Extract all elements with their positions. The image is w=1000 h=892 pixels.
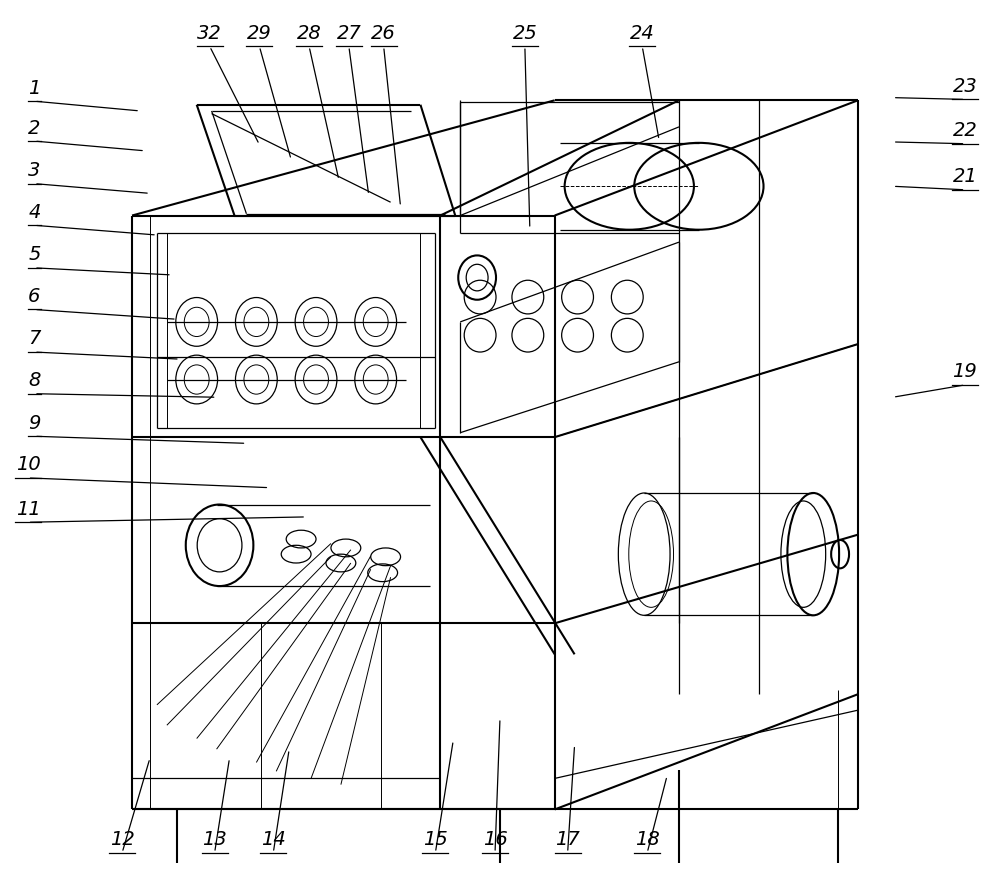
Text: 7: 7 [28,329,41,349]
Text: 12: 12 [110,830,134,849]
Text: 19: 19 [952,362,977,381]
Text: 6: 6 [28,287,41,306]
Text: 9: 9 [28,414,41,433]
Text: 21: 21 [952,168,977,186]
Text: 24: 24 [630,24,655,43]
Text: 18: 18 [635,830,660,849]
Text: 4: 4 [28,202,41,222]
Text: 32: 32 [197,24,222,43]
Text: 28: 28 [297,24,321,43]
Text: 2: 2 [28,119,41,137]
Text: 14: 14 [261,830,286,849]
Text: 29: 29 [247,24,272,43]
Text: 27: 27 [336,24,361,43]
Text: 15: 15 [423,830,448,849]
Text: 25: 25 [512,24,537,43]
Text: 22: 22 [952,121,977,140]
Text: 10: 10 [16,456,41,475]
Text: 8: 8 [28,371,41,390]
Text: 16: 16 [483,830,507,849]
Text: 1: 1 [28,78,41,97]
Text: 3: 3 [28,161,41,180]
Text: 13: 13 [202,830,227,849]
Text: 26: 26 [371,24,396,43]
Text: 11: 11 [16,500,41,518]
Text: 5: 5 [28,245,41,264]
Text: 23: 23 [952,77,977,95]
Text: 17: 17 [555,830,580,849]
